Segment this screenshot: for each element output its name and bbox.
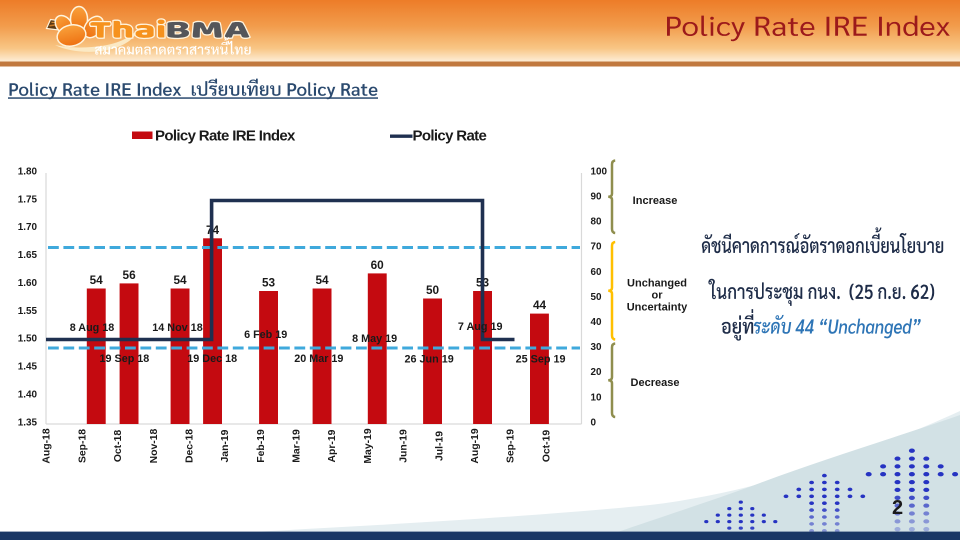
svg-text:1.60: 1.60	[18, 278, 38, 289]
svg-text:100: 100	[591, 166, 608, 177]
svg-text:Jun-19: Jun-19	[399, 429, 410, 463]
svg-text:Aug-18: Aug-18	[42, 428, 53, 463]
svg-text:60: 60	[371, 258, 385, 272]
svg-text:54: 54	[173, 273, 187, 287]
svg-text:Dec-18: Dec-18	[185, 429, 196, 463]
svg-text:Oct-19: Oct-19	[541, 430, 552, 463]
svg-text:Aug-19: Aug-19	[470, 428, 481, 463]
svg-text:70: 70	[591, 242, 602, 253]
svg-text:1.75: 1.75	[18, 194, 38, 205]
svg-text:8 May 19: 8 May 19	[352, 333, 397, 345]
svg-text:0: 0	[591, 417, 597, 428]
svg-text:54: 54	[315, 273, 329, 287]
svg-text:10: 10	[591, 392, 602, 403]
svg-text:2: 2	[892, 497, 903, 519]
svg-text:1.65: 1.65	[18, 250, 38, 261]
svg-text:1.70: 1.70	[18, 222, 38, 233]
svg-text:or: or	[652, 290, 664, 302]
svg-text:Policy Rate IRE Index: Policy Rate IRE Index	[155, 128, 296, 145]
svg-text:19 Sep 18: 19 Sep 18	[99, 353, 149, 365]
svg-text:60: 60	[591, 267, 602, 278]
svg-text:30: 30	[591, 342, 602, 353]
svg-text:Decrease: Decrease	[631, 377, 680, 389]
svg-text:19 Dec 18: 19 Dec 18	[187, 353, 237, 365]
svg-text:Apr-19: Apr-19	[327, 429, 338, 462]
svg-text:Unchanged: Unchanged	[627, 278, 687, 290]
svg-text:1.50: 1.50	[18, 334, 38, 345]
svg-text:8 Aug 18: 8 Aug 18	[70, 322, 115, 334]
svg-text:54: 54	[90, 273, 104, 287]
svg-text:40: 40	[591, 317, 602, 328]
svg-text:May-19: May-19	[363, 428, 374, 463]
svg-text:Sep-19: Sep-19	[506, 429, 517, 463]
svg-text:56: 56	[123, 268, 137, 282]
svg-text:50: 50	[591, 292, 602, 303]
svg-text:Nov-18: Nov-18	[149, 428, 160, 463]
svg-text:50: 50	[426, 283, 440, 297]
svg-text:Jul-19: Jul-19	[434, 431, 445, 461]
svg-text:1.45: 1.45	[18, 362, 38, 373]
svg-text:Sep-18: Sep-18	[77, 429, 88, 463]
svg-text:1.80: 1.80	[18, 166, 38, 177]
svg-text:6 Feb 19: 6 Feb 19	[244, 329, 287, 341]
svg-text:80: 80	[591, 217, 602, 228]
svg-text:44: 44	[533, 298, 547, 312]
svg-text:90: 90	[591, 192, 602, 203]
svg-text:Uncertainty: Uncertainty	[627, 302, 688, 314]
svg-text:14 Nov 18: 14 Nov 18	[152, 322, 202, 334]
svg-text:20 Mar 19: 20 Mar 19	[294, 353, 343, 365]
svg-text:26 Jun 19: 26 Jun 19	[404, 353, 453, 365]
svg-text:1.35: 1.35	[18, 417, 38, 428]
svg-text:Feb-19: Feb-19	[256, 429, 267, 463]
svg-text:20: 20	[591, 367, 602, 378]
svg-text:Increase: Increase	[633, 195, 678, 207]
svg-text:1.40: 1.40	[18, 390, 38, 401]
svg-text:25 Sep 19: 25 Sep 19	[516, 353, 566, 365]
svg-text:7 Aug 19: 7 Aug 19	[458, 321, 503, 333]
svg-text:Oct-18: Oct-18	[113, 430, 124, 463]
svg-text:Jan-19: Jan-19	[220, 429, 231, 462]
svg-text:Policy Rate: Policy Rate	[413, 128, 487, 145]
svg-text:1.55: 1.55	[18, 306, 38, 317]
svg-text:53: 53	[262, 276, 276, 290]
svg-text:Mar-19: Mar-19	[292, 429, 303, 463]
